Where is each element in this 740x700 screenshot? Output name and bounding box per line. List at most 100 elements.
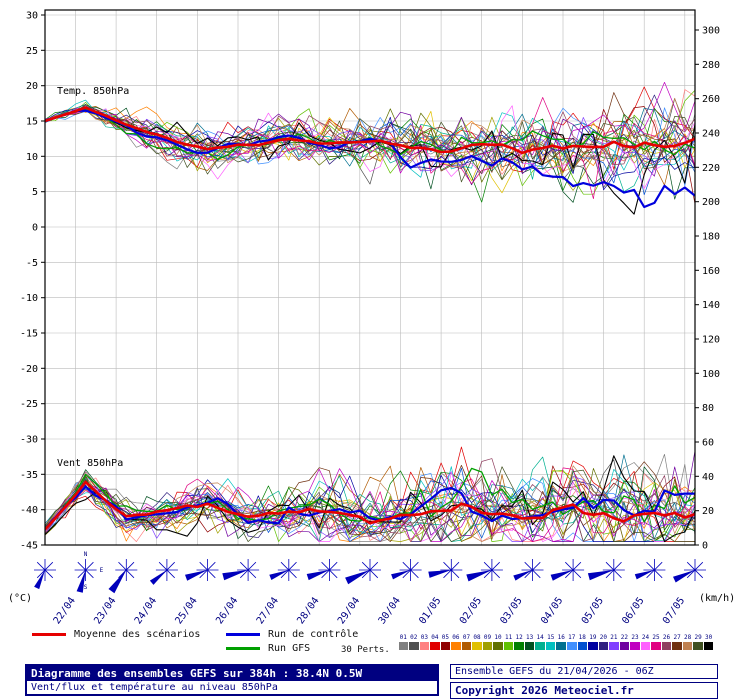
member-number: 16	[557, 634, 565, 641]
y-right-tick-label: 260	[702, 94, 720, 105]
y-left-tick-label: 0	[32, 223, 38, 234]
member-color-swatch	[640, 642, 651, 650]
control-temp-line	[45, 109, 695, 209]
member-number: 01	[399, 634, 407, 641]
member-temp-line	[45, 109, 695, 215]
member-wind-line	[45, 470, 695, 542]
legend-gfs-label: Run GFS	[268, 643, 311, 654]
y-right-tick-label: 60	[702, 438, 714, 449]
wind-barb-flag	[428, 570, 452, 578]
member-color-swatch	[619, 642, 630, 650]
gfs-line-sample	[226, 647, 260, 650]
member-number: 18	[578, 634, 586, 641]
y-left-tick-label: -30	[20, 435, 38, 446]
title-box: Diagramme des ensembles GEFS sur 384h : …	[25, 664, 439, 696]
member-color-swatch	[409, 642, 419, 650]
y-right-tick-label: 120	[702, 335, 720, 346]
wind-barb-flag	[76, 570, 86, 593]
y-right-tick-label: 220	[702, 163, 720, 174]
y-right-tick-label: 100	[702, 369, 720, 380]
y-left-tick-label: 5	[32, 187, 38, 198]
member-color-swatch	[472, 642, 482, 650]
legend-mean-label: Moyenne des scénarios	[74, 629, 201, 640]
member-number: 05	[441, 634, 449, 641]
wind-barb-flag	[306, 570, 330, 581]
member-temp-line	[45, 104, 695, 183]
left-axis-unit-label: (°C)	[8, 593, 33, 604]
y-left-tick-label: -5	[26, 258, 38, 269]
member-number: 06	[452, 634, 460, 641]
member-temp-line	[45, 105, 695, 189]
y-left-tick-label: -40	[20, 505, 38, 516]
chart-title: Diagramme des ensembles GEFS sur 384h : …	[27, 666, 437, 681]
wind-barb-flag	[345, 570, 370, 585]
control-wind-line	[45, 485, 695, 531]
member-number: 09	[483, 634, 492, 641]
wind-barb-flag	[673, 570, 695, 583]
wind-barb-flag	[185, 570, 208, 581]
member-wind-line	[45, 465, 695, 542]
copyright: Copyright 2026 Meteociel.fr	[450, 682, 718, 699]
mean-wind-line	[45, 480, 695, 531]
right-axis-unit-label: (km/h)	[699, 593, 736, 604]
member-temp-line	[45, 109, 695, 191]
member-number: 08	[473, 634, 481, 641]
member-color-swatch	[672, 642, 682, 650]
legend-gfs-row: Run GFS	[226, 643, 310, 654]
member-color-swatch	[598, 642, 609, 650]
y-axis-left-labels: 30 25 20 15 10 5 0 -5 -10 -15 -20 -25 -30 -35 -40 -45	[20, 11, 45, 552]
member-color-swatch	[577, 642, 588, 650]
member-number: 22	[620, 634, 629, 641]
y-left-tick-label: -15	[20, 329, 38, 340]
wind-barb-flag	[587, 570, 614, 581]
member-temp-line	[45, 92, 695, 173]
legend-mean-row: Moyenne des scénarios	[32, 629, 200, 640]
member-color-swatch	[440, 642, 451, 650]
compass-s: S	[84, 584, 88, 591]
gridlines	[45, 10, 695, 546]
member-number: 02	[410, 634, 418, 641]
member-color-swatch	[545, 642, 556, 650]
member-color-swatch	[430, 642, 440, 650]
member-color-swatch	[524, 642, 535, 650]
y-right-tick-label: 240	[702, 129, 720, 140]
member-temp-line	[45, 105, 695, 170]
member-color-swatch	[514, 642, 524, 650]
member-color-swatch	[482, 642, 493, 650]
ensemble-chart-svg: 302520151050-5-10-15-20-25-30-35-40-4530…	[19, 9, 721, 627]
run-info: Ensemble GEFS du 21/04/2026 - 06Z	[450, 664, 718, 679]
compass-e: E	[100, 567, 104, 574]
member-number: 30	[705, 634, 713, 641]
chart-subtitle: Vent/flux et température au niveau 850hP…	[31, 682, 278, 693]
member-color-swatch	[419, 642, 430, 650]
mean-line-sample	[32, 633, 66, 636]
compass-labels: N E S	[84, 551, 104, 591]
member-wind-line	[45, 470, 695, 542]
y-right-tick-label: 200	[702, 197, 720, 208]
wind-barb-flag	[108, 570, 127, 594]
member-number: 26	[662, 634, 671, 641]
member-wind-line	[45, 461, 695, 542]
member-temp-line	[45, 105, 695, 192]
legend-perts-label: 30 Perts.	[341, 645, 390, 655]
member-color-swatch	[503, 642, 514, 650]
legend-control-row: Run de contrôle	[226, 629, 358, 640]
wind-barb-flag	[222, 570, 249, 581]
members-legend: 01 02 03 04 05 06 07 08 09 10 11 12 13 14 15 16 17 18 19 20…	[398, 634, 714, 650]
control-line-sample	[226, 633, 260, 636]
wind-barb-flag	[391, 570, 411, 580]
member-temp-line	[45, 106, 695, 203]
member-number: 19	[589, 634, 597, 641]
y-right-tick-label: 280	[702, 60, 720, 71]
member-number: 03	[420, 634, 428, 641]
y-left-tick-label: -45	[20, 541, 38, 552]
member-number: 15	[547, 634, 555, 641]
wind-barb-flag	[466, 570, 492, 582]
member-number: 29	[694, 634, 702, 641]
y-left-tick-label: 15	[26, 117, 38, 128]
y-left-tick-label: -35	[20, 470, 38, 481]
legend-control-label: Run de contrôle	[268, 629, 359, 640]
member-color-swatch	[567, 642, 577, 650]
member-color-swatch	[556, 642, 566, 650]
